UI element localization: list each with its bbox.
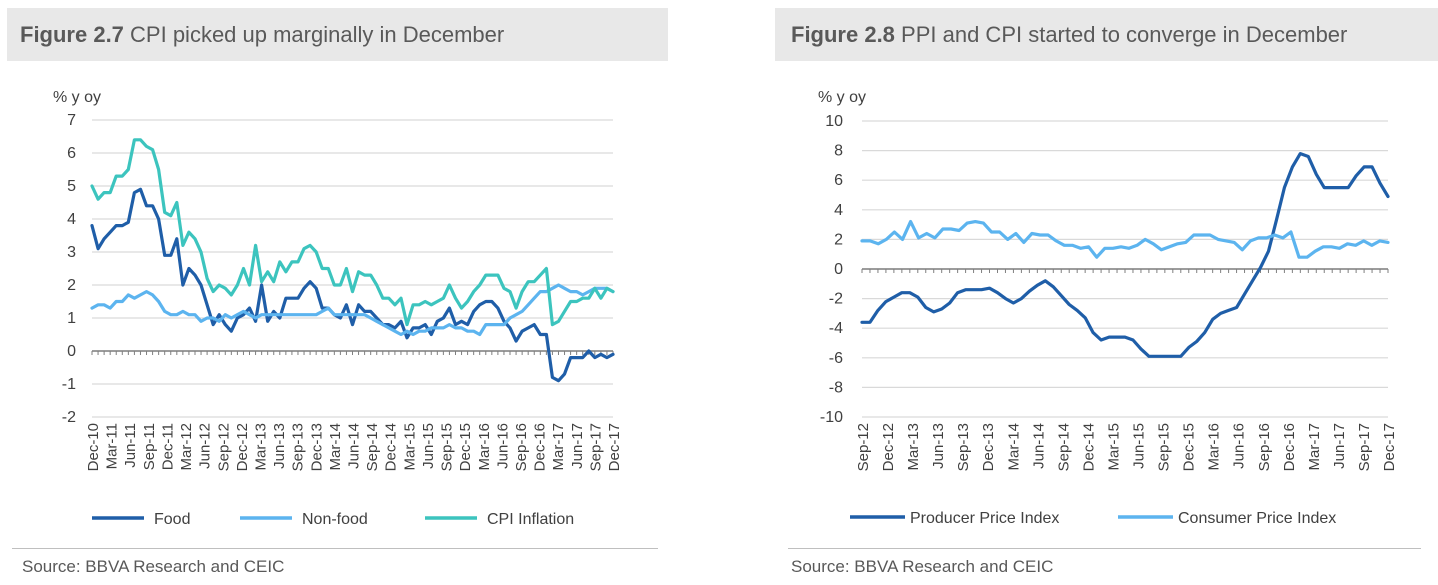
y-tick-label: 7 (67, 112, 76, 129)
figure-number: Figure 2.8 (791, 22, 895, 47)
y-tick-label: 10 (825, 113, 843, 130)
x-tick-label: Sep-12 (215, 423, 232, 471)
x-tick-label: Sep-12 (855, 423, 872, 471)
x-tick-label: Sep-14 (1055, 423, 1072, 471)
x-tick-label: Dec-17 (1381, 423, 1398, 471)
x-tick-label: Jun-11 (122, 423, 139, 468)
legend-label: CPI Inflation (487, 511, 574, 528)
y-tick-label: 8 (834, 143, 843, 160)
x-tick-label: Sep-15 (1156, 423, 1173, 471)
x-tick-label: Mar-12 (178, 423, 195, 471)
x-tick-label: Dec-15 (1181, 423, 1198, 471)
x-tick-label: Dec-16 (532, 423, 549, 471)
x-tick-label: Jun-15 (420, 423, 437, 469)
y-tick-label: -10 (820, 409, 843, 426)
x-tick-label: Dec-10 (85, 423, 102, 471)
source-note: Source: BBVA Research and CEIC (12, 548, 658, 579)
x-tick-label: Sep-15 (439, 423, 456, 471)
x-tick-label: Mar-13 (252, 423, 269, 471)
x-tick-label: Mar-15 (401, 423, 418, 471)
y-tick-label: 6 (834, 172, 843, 189)
y-tick-label: 0 (67, 343, 76, 360)
x-tick-label: Mar-16 (1206, 423, 1223, 471)
x-tick-label: Jun-14 (1030, 423, 1047, 469)
y-tick-label: 0 (834, 261, 843, 278)
x-tick-label: Sep-17 (587, 423, 604, 471)
y-tick-label: -2 (829, 291, 843, 308)
x-tick-label: Dec-14 (383, 423, 400, 471)
x-tick-label: Dec-16 (1281, 423, 1298, 471)
x-tick-label: Dec-14 (1080, 423, 1097, 471)
y-tick-label: 5 (67, 178, 76, 195)
y-axis-label: % y oy (818, 89, 866, 106)
x-tick-label: Jun-13 (930, 423, 947, 469)
x-tick-label: Dec-12 (234, 423, 251, 471)
x-tick-label: Mar-15 (1105, 423, 1122, 471)
series-line-producer-price-index (860, 152, 1390, 358)
x-tick-label: Mar-11 (104, 423, 121, 469)
legend-label: Non-food (302, 511, 368, 528)
x-tick-label: Dec-13 (308, 423, 325, 471)
x-tick-label: Jun-14 (346, 423, 363, 469)
x-tick-label: Mar-14 (1005, 423, 1022, 471)
x-tick-label: Sep-17 (1356, 423, 1373, 471)
y-tick-label: 2 (834, 231, 843, 248)
y-tick-label: -8 (829, 379, 843, 396)
x-tick-label: Dec-13 (980, 423, 997, 471)
x-tick-label: Jun-17 (569, 423, 586, 469)
legend-label: Consumer Price Index (1178, 510, 1336, 527)
series-line-food (90, 187, 615, 383)
x-tick-label: Jun-16 (1231, 423, 1248, 469)
x-tick-label: Jun-17 (1331, 423, 1348, 469)
x-tick-label: Jun-16 (494, 423, 511, 469)
series-line-non-food (90, 283, 615, 337)
y-tick-label: 2 (67, 277, 76, 294)
chart-title: Figure 2.7 CPI picked up marginally in D… (7, 8, 668, 61)
y-tick-label: 4 (67, 211, 76, 228)
y-tick-label: -4 (829, 320, 843, 337)
title-text: PPI and CPI started to converge in Decem… (894, 22, 1348, 47)
y-tick-label: -6 (829, 350, 843, 367)
x-tick-label: Dec-15 (457, 423, 474, 471)
y-tick-label: 4 (834, 202, 843, 219)
y-tick-label: -2 (62, 409, 76, 426)
x-tick-label: Sep-13 (955, 423, 972, 471)
x-tick-label: Mar-17 (550, 423, 567, 471)
chart-panel-ppi-cpi: Figure 2.8 PPI and CPI started to conver… (770, 0, 1438, 585)
x-tick-label: Dec-12 (880, 423, 897, 471)
x-tick-label: Sep-11 (141, 423, 158, 470)
x-tick-label: Mar-16 (476, 423, 493, 471)
chart-title: Figure 2.8 PPI and CPI started to conver… (775, 8, 1438, 61)
y-axis-label: % y oy (53, 89, 101, 106)
figure-number: Figure 2.7 (20, 22, 124, 47)
x-tick-label: Mar-13 (905, 423, 922, 471)
x-tick-label: Sep-16 (513, 423, 530, 471)
x-tick-label: Jun-13 (271, 423, 288, 469)
x-tick-label: Sep-13 (290, 423, 307, 471)
x-tick-label: Dec-11 (159, 423, 176, 470)
y-tick-label: 1 (67, 310, 76, 327)
y-tick-label: -1 (62, 376, 76, 393)
x-tick-label: Sep-14 (364, 423, 381, 471)
x-tick-label: Jun-12 (197, 423, 214, 469)
ppi-cpi-line-chart: % y oy -10 -8 -6 -4 -2 0 2 4 6 8 10 Sep-12 Dec-12 Mar-… (818, 89, 1398, 527)
x-tick-label: Sep-16 (1256, 423, 1273, 471)
source-note: Source: BBVA Research and CEIC (788, 548, 1421, 579)
series-line-consumer-price-index (860, 220, 1390, 259)
x-tick-label: Mar-14 (327, 423, 344, 471)
chart-panel-cpi: Figure 2.7 CPI picked up marginally in D… (0, 0, 668, 585)
legend-label: Food (154, 511, 190, 528)
title-text: CPI picked up marginally in December (123, 22, 505, 47)
y-tick-label: 3 (67, 244, 76, 261)
y-tick-label: 6 (67, 145, 76, 162)
x-tick-label: Mar-17 (1306, 423, 1323, 471)
x-tick-label: Jun-15 (1131, 423, 1148, 469)
x-tick-label: Dec-17 (606, 423, 623, 471)
series-line-cpi-inflation (90, 138, 615, 327)
legend-label: Producer Price Index (910, 510, 1059, 527)
